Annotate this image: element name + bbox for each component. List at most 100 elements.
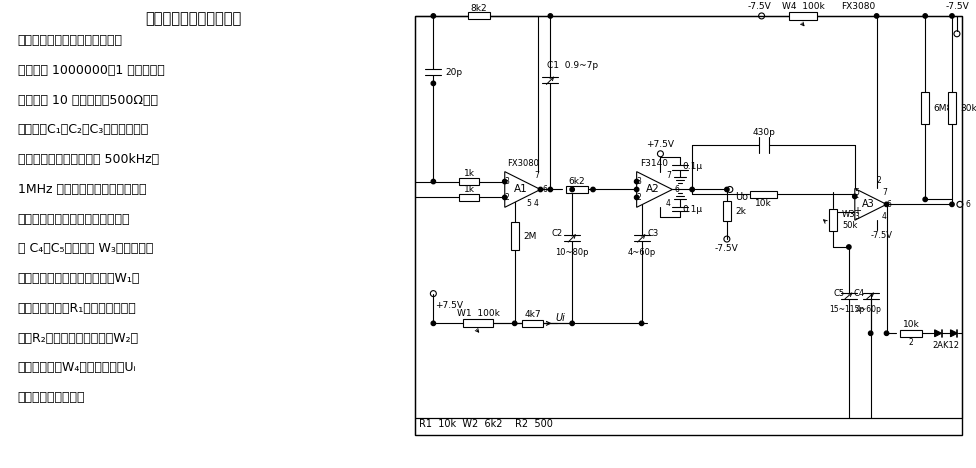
Text: 3: 3 [854, 212, 859, 221]
Text: 2: 2 [909, 338, 914, 347]
Text: C1  0.9~7p: C1 0.9~7p [547, 61, 597, 70]
Text: 2: 2 [505, 193, 509, 202]
Circle shape [634, 187, 639, 192]
Text: 调节，用于三角波幅度微调。W₁用: 调节，用于三角波幅度微调。W₁用 [18, 272, 141, 285]
Text: R1  10k  W2  6k2    R2  500: R1 10k W2 6k2 R2 500 [420, 418, 553, 429]
Circle shape [431, 81, 435, 86]
Text: 10k: 10k [755, 199, 772, 208]
Circle shape [590, 187, 595, 192]
Text: 6: 6 [674, 185, 679, 194]
Circle shape [431, 321, 435, 326]
Text: 3: 3 [636, 177, 641, 186]
Circle shape [923, 14, 927, 18]
Polygon shape [855, 189, 886, 220]
Text: W4  100k: W4 100k [782, 1, 825, 10]
Text: 宽频率范围的函数发生器: 宽频率范围的函数发生器 [145, 11, 241, 26]
Text: -7.5V: -7.5V [871, 231, 893, 240]
Circle shape [512, 321, 517, 326]
Text: 0.1μ: 0.1μ [682, 162, 703, 171]
Text: 率，R₂用于最低频率调节，W₂用: 率，R₂用于最低频率调节，W₂用 [18, 332, 139, 345]
Circle shape [725, 187, 729, 192]
Text: 6M8: 6M8 [933, 104, 953, 113]
Circle shape [869, 331, 873, 336]
Circle shape [570, 321, 574, 326]
Text: 2k: 2k [736, 207, 747, 216]
Circle shape [950, 14, 955, 18]
Text: W3: W3 [842, 210, 856, 219]
Text: 该电路是一种在一个波段内频率: 该电路是一种在一个波段内频率 [18, 34, 123, 47]
Text: 于频率设定，W₄为中心调节。Uᵢ: 于频率设定，W₄为中心调节。Uᵢ [18, 361, 137, 374]
Text: 430p: 430p [752, 128, 775, 138]
Text: 变化比为 1000000：1 的函数发生: 变化比为 1000000：1 的函数发生 [18, 64, 165, 77]
Bar [723, 201, 731, 221]
Text: 2AK12: 2AK12 [932, 341, 959, 350]
Circle shape [539, 187, 543, 192]
Text: 6: 6 [886, 200, 891, 209]
Text: 节三角波的输出波形，在 500kHz～: 节三角波的输出波形，在 500kHz～ [18, 153, 159, 166]
Text: -7.5V: -7.5V [715, 244, 739, 254]
Circle shape [884, 202, 889, 206]
Text: 4: 4 [534, 199, 539, 208]
Bar [790, 12, 817, 20]
Text: 20p: 20p [445, 68, 463, 77]
Text: 6: 6 [543, 185, 548, 194]
Text: 4~60p: 4~60p [856, 305, 881, 314]
Circle shape [431, 179, 435, 184]
Bar [948, 92, 956, 124]
Text: 2: 2 [636, 193, 641, 202]
Text: 3: 3 [505, 177, 509, 186]
Text: +7.5V: +7.5V [435, 301, 464, 310]
Text: +: + [853, 206, 861, 216]
Text: 7: 7 [666, 171, 671, 180]
Text: 2M: 2M [523, 232, 537, 241]
Polygon shape [935, 330, 942, 337]
Circle shape [634, 195, 639, 199]
Text: 10k: 10k [903, 320, 919, 329]
Text: 1MHz 的高频段调整这三个电容可: 1MHz 的高频段调整这三个电容可 [18, 183, 146, 196]
Circle shape [503, 195, 507, 199]
Text: 30k: 30k [960, 104, 976, 113]
Text: 用得到线性良好的三角波。微调电: 用得到线性良好的三角波。微调电 [18, 213, 131, 226]
Text: Uo: Uo [735, 192, 748, 203]
Text: C4: C4 [853, 289, 865, 298]
Text: W1  100k: W1 100k [457, 309, 500, 318]
Circle shape [846, 245, 851, 249]
Bar [459, 194, 479, 201]
Circle shape [690, 187, 694, 192]
Text: 7: 7 [534, 171, 539, 180]
Text: 4: 4 [666, 199, 671, 208]
Text: 15~115p: 15~115p [830, 305, 865, 314]
Text: A3: A3 [863, 199, 875, 209]
Text: 4k7: 4k7 [524, 310, 541, 319]
Bar [468, 13, 490, 19]
Circle shape [923, 197, 927, 202]
Text: C3: C3 [648, 228, 659, 238]
Text: 0.1μ: 0.1μ [682, 205, 703, 214]
Text: A2: A2 [646, 184, 660, 195]
Bar [463, 319, 493, 327]
Text: 4: 4 [882, 212, 887, 221]
Circle shape [431, 14, 435, 18]
Circle shape [570, 187, 574, 192]
Text: 8k2: 8k2 [470, 3, 487, 13]
Circle shape [853, 194, 857, 198]
Circle shape [639, 321, 644, 326]
Text: 容 C₄、C₅和电位器 W₃为高频电平: 容 C₄、C₅和电位器 W₃为高频电平 [18, 242, 153, 256]
Text: 6k2: 6k2 [569, 177, 586, 186]
Circle shape [884, 331, 889, 336]
Bar [566, 186, 589, 193]
Text: 5: 5 [526, 199, 531, 208]
Circle shape [634, 179, 639, 184]
Text: F3140: F3140 [640, 159, 669, 168]
Text: 器。可用 10 圈电位器（500Ω）调: 器。可用 10 圈电位器（500Ω）调 [18, 94, 158, 107]
Bar [901, 330, 922, 337]
Bar [415, 16, 962, 435]
Bar [521, 320, 544, 327]
Text: 1k: 1k [464, 169, 474, 178]
Circle shape [503, 179, 507, 184]
Text: 50k: 50k [842, 221, 857, 230]
Circle shape [950, 202, 955, 206]
Text: 于对称性调节，R₁用于调节最高频: 于对称性调节，R₁用于调节最高频 [18, 302, 137, 315]
Text: FX3080: FX3080 [841, 1, 875, 10]
Polygon shape [951, 330, 957, 337]
